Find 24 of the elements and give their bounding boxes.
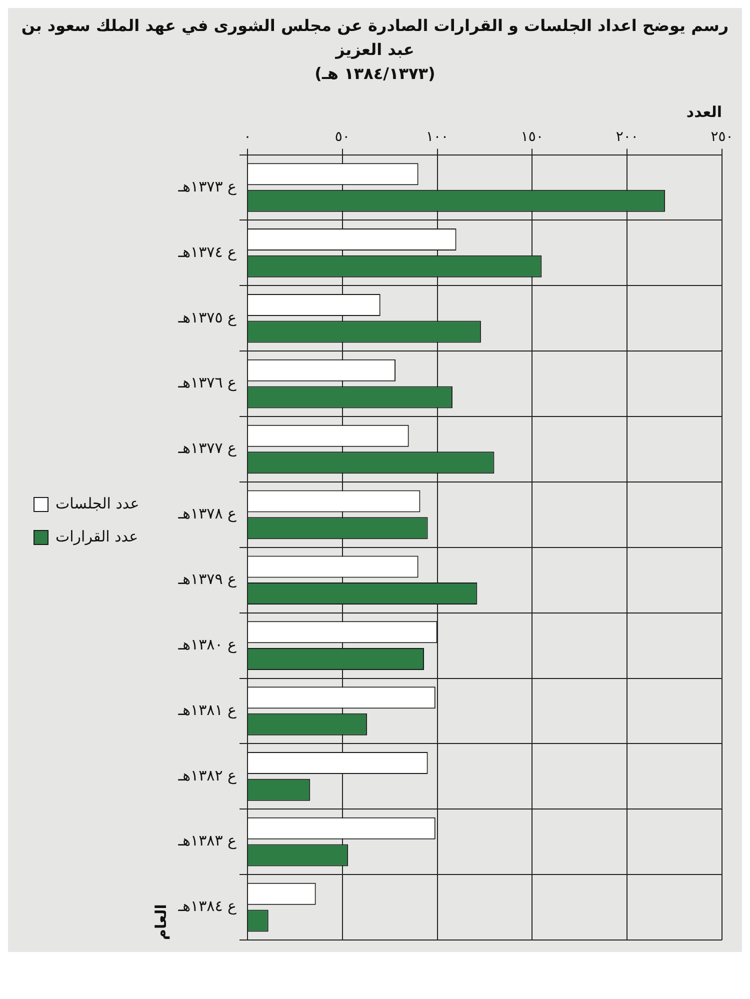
y-tick-label: ع ١٣٧٧هـ xyxy=(177,439,237,458)
y-tick-label: ع ١٣٨٢هـ xyxy=(177,766,237,784)
y-tick-label: ع ١٣٧٥هـ xyxy=(177,308,237,326)
x-tick-label: ١٥٠ xyxy=(520,129,544,146)
y-tick-label: ع ١٣٨٣هـ xyxy=(177,832,237,850)
x-tick-label: ٥٠ xyxy=(334,129,350,146)
y-tick-label: ع ١٣٧٣هـ xyxy=(177,177,237,196)
y-tick-label: ع ١٣٨١هـ xyxy=(177,700,237,719)
x-tick-label: ٢٥٠ xyxy=(710,129,734,146)
y-axis-title: العام xyxy=(152,904,170,940)
y-tick-label: ع ١٣٨٤هـ xyxy=(177,897,237,916)
y-tick-label: ع ١٣٧٦هـ xyxy=(177,374,237,392)
y-tick-label: ع ١٣٧٨هـ xyxy=(177,504,237,523)
x-tick-label: ٠ xyxy=(244,129,252,146)
legend-label: عدد الجلسات xyxy=(56,494,140,512)
y-tick-label: ع ١٣٧٩هـ xyxy=(177,570,237,588)
chart-title: رسم يوضح اعداد الجلسات و القرارات الصادرة عن مجلس الشورى في عهد الملك سعود بن عبد العزيز xyxy=(20,15,730,61)
y-tick-label: ع ١٣٧٤هـ xyxy=(177,242,237,261)
x-tick-label: ٢٠٠ xyxy=(616,129,638,146)
chart-subtitle: (١٣٨٤/١٣٧٣ هـ) xyxy=(314,63,436,85)
legend-label: عدد القرارات xyxy=(56,527,138,546)
x-axis-title: العدد xyxy=(686,102,722,121)
x-tick-label: ١٠٠ xyxy=(426,129,449,146)
y-tick-label: ع ١٣٨٠هـ xyxy=(177,635,237,654)
